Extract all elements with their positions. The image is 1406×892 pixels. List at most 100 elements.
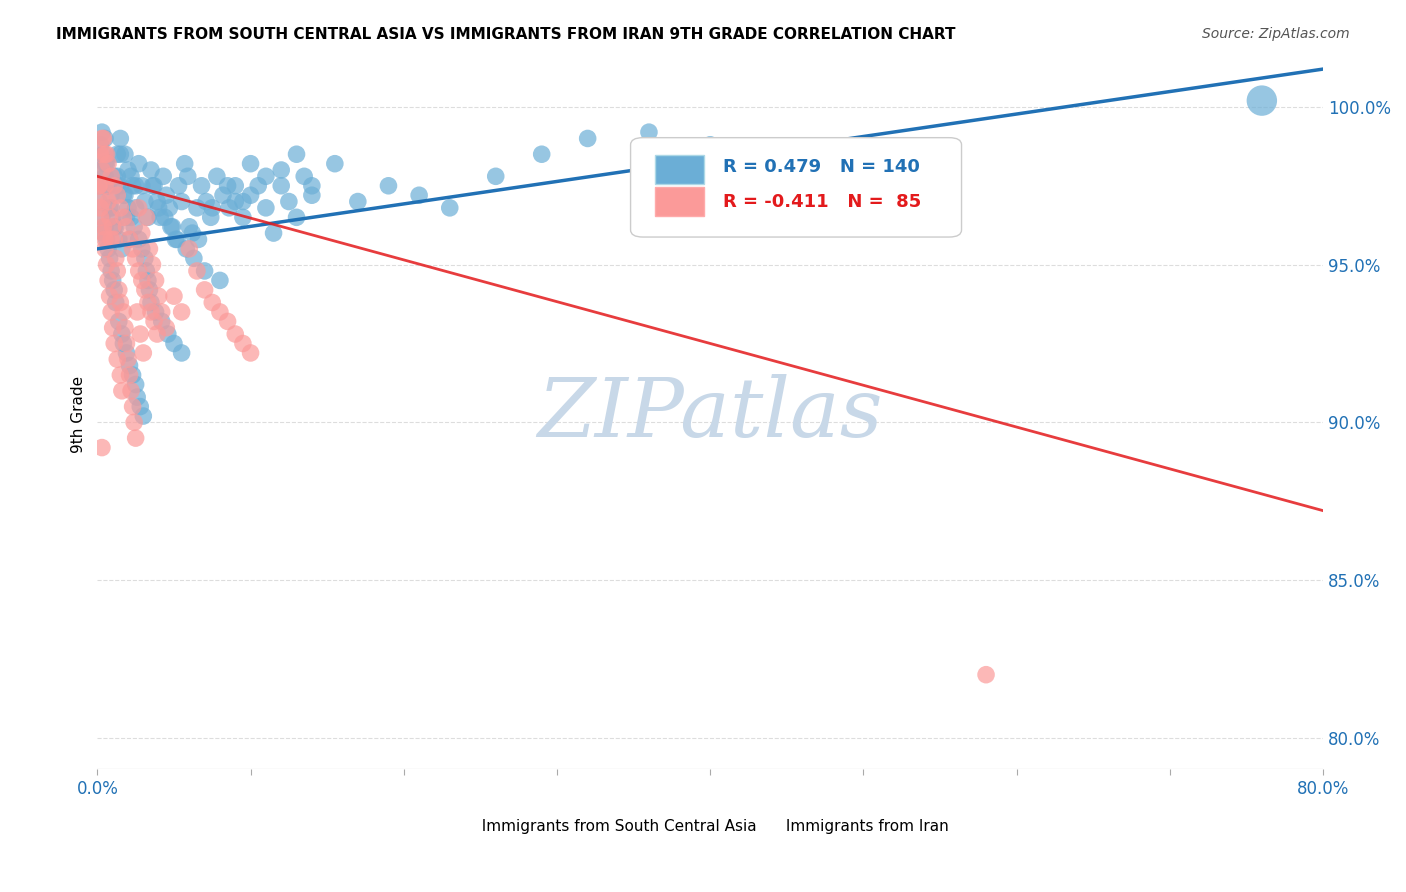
Immigrants from South Central Asia (124, 178, 146, 193)
Immigrants from Iran (97, 194, 120, 209)
Immigrants from Iran (89, 201, 111, 215)
Immigrants from South Central Asia (124, 377, 146, 392)
Immigrants from Iran (121, 242, 143, 256)
Immigrants from Iran (103, 232, 125, 246)
Immigrants from Iran (122, 415, 145, 429)
Immigrants from Iran (110, 295, 132, 310)
Immigrants from South Central Asia (128, 157, 150, 171)
Immigrants from Iran (120, 384, 142, 398)
Immigrants from South Central Asia (146, 194, 169, 209)
Immigrants from South Central Asia (112, 188, 135, 202)
Immigrants from Iran (111, 384, 134, 398)
Immigrants from South Central Asia (87, 194, 110, 209)
Immigrants from South Central Asia (439, 201, 461, 215)
Immigrants from South Central Asia (179, 219, 201, 234)
Immigrants from South Central Asia (152, 169, 174, 184)
Y-axis label: 9th Grade: 9th Grade (72, 376, 86, 453)
Immigrants from South Central Asia (134, 194, 156, 209)
Immigrants from South Central Asia (139, 163, 162, 178)
Immigrants from South Central Asia (121, 178, 143, 193)
Immigrants from South Central Asia (205, 169, 228, 184)
Immigrants from South Central Asia (212, 188, 235, 202)
Immigrants from Iran (115, 219, 138, 234)
Immigrants from South Central Asia (166, 232, 188, 246)
Immigrants from South Central Asia (195, 194, 218, 209)
Immigrants from South Central Asia (104, 219, 127, 234)
Immigrants from South Central Asia (145, 305, 167, 319)
Immigrants from Iran (146, 326, 169, 341)
Immigrants from South Central Asia (136, 273, 159, 287)
Immigrants from South Central Asia (323, 157, 346, 171)
Immigrants from Iran (87, 178, 110, 193)
Immigrants from Iran (91, 131, 114, 145)
Immigrants from South Central Asia (239, 188, 262, 202)
Immigrants from South Central Asia (139, 295, 162, 310)
Immigrants from South Central Asia (254, 201, 277, 215)
Immigrants from Iran (155, 320, 177, 334)
Immigrants from South Central Asia (485, 169, 508, 184)
Immigrants from South Central Asia (128, 232, 150, 246)
Immigrants from South Central Asia (96, 232, 118, 246)
Immigrants from South Central Asia (105, 147, 128, 161)
Immigrants from South Central Asia (104, 295, 127, 310)
Immigrants from Iran (121, 400, 143, 414)
Immigrants from Iran (93, 226, 115, 240)
Immigrants from South Central Asia (112, 336, 135, 351)
Immigrants from Iran (194, 283, 217, 297)
Immigrants from South Central Asia (101, 211, 124, 225)
Immigrants from South Central Asia (91, 211, 114, 225)
Immigrants from Iran (124, 252, 146, 266)
Immigrants from South Central Asia (89, 178, 111, 193)
Immigrants from Iran (91, 441, 114, 455)
Text: R = 0.479   N = 140: R = 0.479 N = 140 (723, 159, 920, 177)
Immigrants from Iran (179, 242, 201, 256)
Immigrants from Iran (201, 295, 224, 310)
Immigrants from South Central Asia (285, 147, 308, 161)
Immigrants from South Central Asia (157, 201, 180, 215)
Text: Source: ZipAtlas.com: Source: ZipAtlas.com (1202, 27, 1350, 41)
Immigrants from Iran (974, 667, 997, 681)
Immigrants from South Central Asia (136, 211, 159, 225)
Immigrants from South Central Asia (285, 211, 308, 225)
Text: R = -0.411   N =  85: R = -0.411 N = 85 (723, 193, 921, 211)
Immigrants from South Central Asia (103, 169, 125, 184)
Immigrants from South Central Asia (98, 201, 121, 215)
Immigrants from Iran (135, 211, 157, 225)
Immigrants from Iran (98, 289, 121, 303)
FancyBboxPatch shape (484, 808, 515, 826)
Immigrants from South Central Asia (100, 264, 122, 278)
Immigrants from South Central Asia (129, 400, 152, 414)
Immigrants from South Central Asia (218, 201, 240, 215)
Immigrants from South Central Asia (110, 131, 132, 145)
Immigrants from Iran (105, 264, 128, 278)
Immigrants from South Central Asia (201, 201, 224, 215)
Immigrants from South Central Asia (1250, 94, 1272, 108)
FancyBboxPatch shape (655, 155, 704, 184)
Text: ZIPatlas: ZIPatlas (537, 375, 883, 454)
Immigrants from Iran (127, 305, 149, 319)
Immigrants from South Central Asia (776, 147, 799, 161)
Immigrants from South Central Asia (156, 326, 179, 341)
Immigrants from Iran (132, 346, 155, 360)
Immigrants from Iran (114, 320, 136, 334)
Immigrants from South Central Asia (101, 273, 124, 287)
Immigrants from South Central Asia (94, 131, 117, 145)
Immigrants from South Central Asia (183, 252, 205, 266)
Text: Immigrants from South Central Asia      Immigrants from Iran: Immigrants from South Central Asia Immig… (472, 819, 949, 834)
Immigrants from Iran (112, 305, 135, 319)
Immigrants from Iran (104, 252, 127, 266)
Immigrants from Iran (94, 242, 117, 256)
Immigrants from South Central Asia (91, 163, 114, 178)
Immigrants from Iran (103, 178, 125, 193)
FancyBboxPatch shape (655, 187, 704, 216)
Immigrants from Iran (136, 295, 159, 310)
Immigrants from Iran (118, 232, 141, 246)
Immigrants from Iran (170, 305, 193, 319)
Immigrants from South Central Asia (224, 194, 246, 209)
Immigrants from Iran (87, 178, 110, 193)
FancyBboxPatch shape (630, 137, 962, 237)
Immigrants from South Central Asia (217, 178, 239, 193)
Immigrants from South Central Asia (181, 226, 204, 240)
Immigrants from South Central Asia (97, 178, 120, 193)
Immigrants from Iran (138, 242, 160, 256)
